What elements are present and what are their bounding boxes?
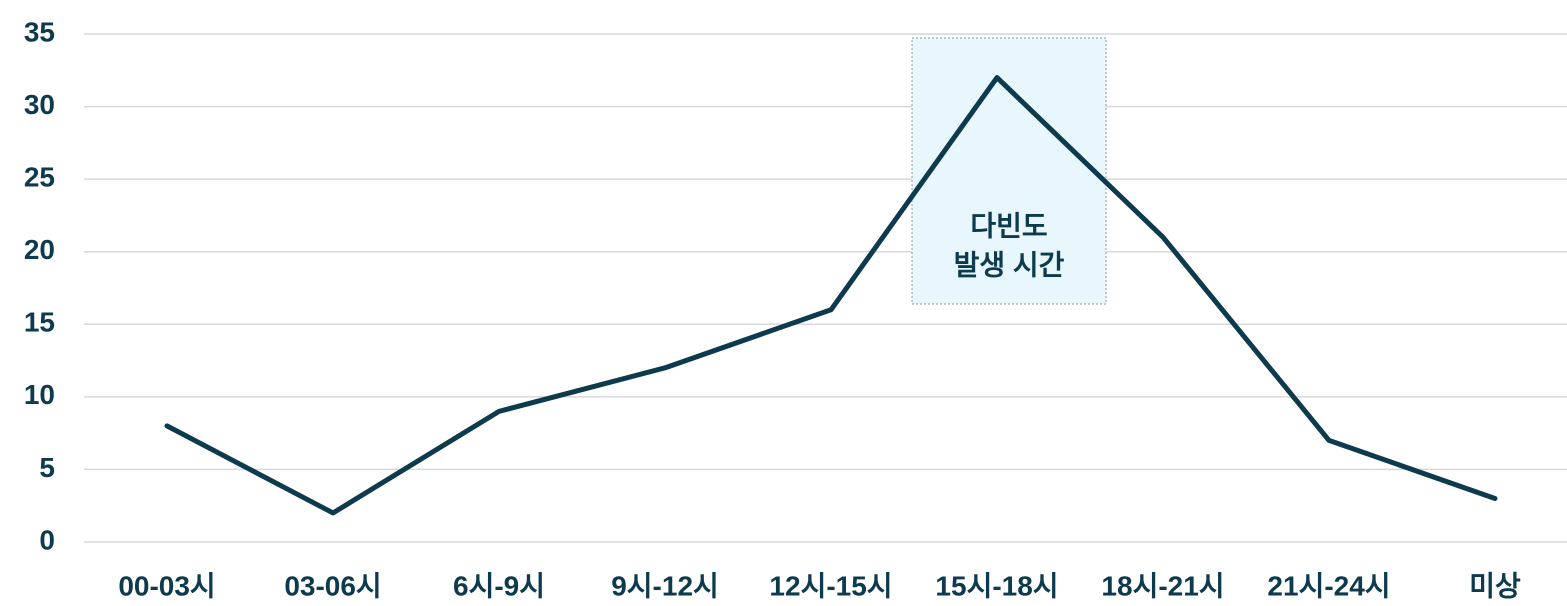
- y-tick-label: 30: [24, 89, 55, 120]
- y-tick-label: 25: [24, 162, 55, 193]
- x-tick-label: 03-06시: [284, 570, 381, 601]
- x-tick-label: 00-03시: [118, 570, 215, 601]
- y-tick-label: 35: [24, 16, 55, 47]
- y-tick-label: 15: [24, 307, 55, 338]
- annotation-line: 다빈도: [970, 210, 1047, 241]
- x-tick-label: 18시-21시: [1101, 570, 1224, 601]
- x-tick-label: 21시-24시: [1267, 570, 1390, 601]
- data-line: [164, 75, 1498, 516]
- highlight-box: [911, 37, 1107, 305]
- annotation-line: 발생 시간: [954, 249, 1065, 280]
- y-tick-label: 5: [39, 452, 55, 483]
- y-tick-label: 0: [39, 524, 55, 555]
- y-tick-label: 20: [24, 234, 55, 265]
- x-tick-label: 미상: [1469, 570, 1521, 601]
- y-tick-label: 10: [24, 379, 55, 410]
- x-tick-label: 9시-12시: [611, 570, 719, 601]
- x-tick-label: 15시-18시: [935, 570, 1058, 601]
- x-tick-label: 12시-15시: [769, 570, 892, 601]
- x-tick-label: 6시-9시: [453, 570, 545, 601]
